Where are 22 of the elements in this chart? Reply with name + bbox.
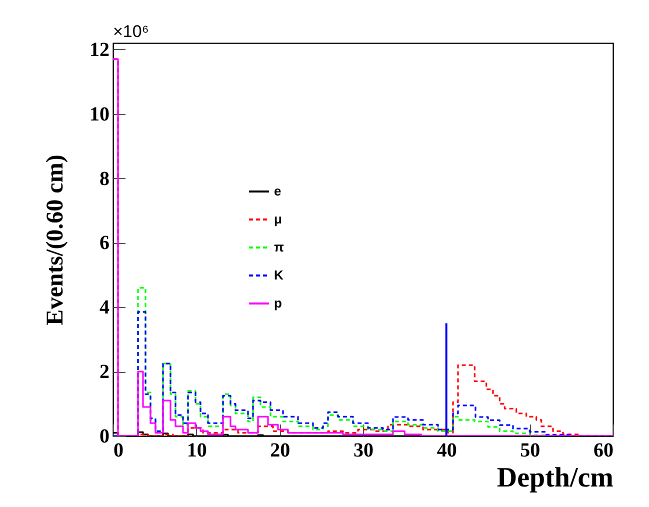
x-tick-label: 50 (520, 440, 540, 462)
y-tick-label: 2 (100, 361, 110, 384)
legend-label: K (274, 268, 284, 283)
x-tick-label: 60 (594, 440, 614, 462)
x-tick-label: 30 (354, 440, 374, 462)
x-tick-label: 10 (186, 440, 207, 462)
x-tick-label: 0 (114, 440, 124, 462)
y-tick-label: 0 (100, 426, 110, 448)
x-axis-title: Depth/cm (496, 462, 614, 494)
legend-label: μ (274, 212, 282, 227)
y-tick-label: 6 (100, 232, 110, 254)
x-tick-label: 20 (270, 440, 290, 462)
y-tick-label: 8 (100, 168, 110, 190)
y-tick-label: 10 (90, 103, 110, 126)
legend-label: e (274, 184, 282, 199)
legend-label: π (274, 240, 284, 255)
y-axis-title: Events/(0.60 cm) (42, 154, 68, 326)
text: ×10⁶ (113, 22, 149, 41)
y-tick-label: 12 (90, 38, 110, 61)
x-tick-label: 40 (436, 440, 457, 462)
y-tick-label: 4 (100, 296, 110, 319)
legend-label: p (274, 296, 282, 311)
